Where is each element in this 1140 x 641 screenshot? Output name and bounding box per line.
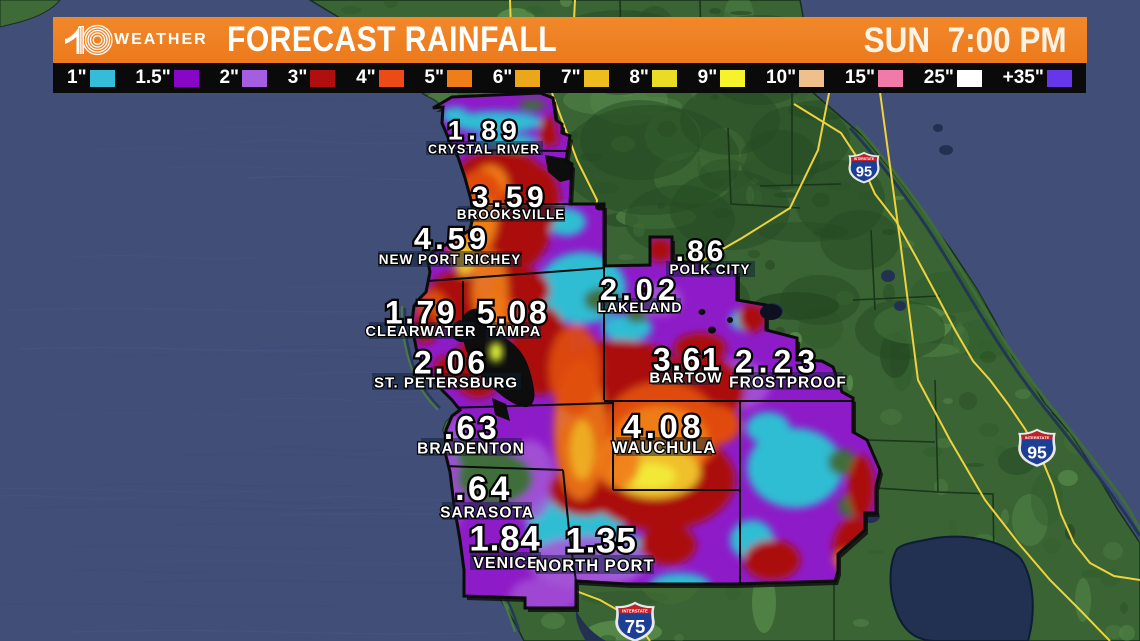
svg-text:SARASOTA: SARASOTA [440,505,534,522]
svg-text:.86: .86 [676,235,727,268]
svg-text:FROSTPROOF: FROSTPROOF [729,375,847,392]
svg-text:TAMPA: TAMPA [487,324,541,340]
svg-text:1.35: 1.35 [565,522,636,561]
svg-text:ST. PETERSBURG: ST. PETERSBURG [374,374,518,391]
svg-text:2.23: 2.23 [735,344,821,380]
svg-text:.64: .64 [455,470,513,508]
svg-text:NEW PORT RICHEY: NEW PORT RICHEY [379,252,522,267]
svg-text:1.79: 1.79 [385,295,457,331]
svg-text:INTERSTATE: INTERSTATE [854,157,875,161]
svg-text:BROOKSVILLE: BROOKSVILLE [457,207,566,222]
svg-text:5.08: 5.08 [477,295,549,331]
svg-text:INTERSTATE: INTERSTATE [622,608,648,613]
svg-text:BRADENTON: BRADENTON [417,441,525,458]
svg-text:3.61: 3.61 [653,342,721,378]
svg-text:3.59: 3.59 [472,181,548,214]
svg-text:POLK CITY: POLK CITY [669,262,750,277]
svg-text:CLEARWATER: CLEARWATER [366,324,477,340]
svg-text:2.02: 2.02 [600,272,680,307]
svg-text:INTERSTATE: INTERSTATE [1025,435,1050,440]
svg-text:2.06: 2.06 [414,345,488,381]
svg-text:WAUCHULA: WAUCHULA [612,439,716,457]
svg-text:75: 75 [625,616,646,637]
svg-text:CRYSTAL RIVER: CRYSTAL RIVER [428,143,540,157]
svg-text:.63: .63 [444,409,500,446]
svg-text:1.89: 1.89 [448,116,523,146]
svg-text:95: 95 [1027,443,1047,463]
svg-text:VENICE: VENICE [473,555,539,572]
svg-text:1.84: 1.84 [469,520,540,559]
svg-text:BARTOW: BARTOW [649,369,722,386]
svg-text:NORTH PORT: NORTH PORT [535,557,654,575]
svg-text:LAKELAND: LAKELAND [598,299,683,315]
svg-text:4.08: 4.08 [623,408,705,445]
svg-text:95: 95 [856,165,872,181]
svg-text:4.59: 4.59 [414,221,490,256]
